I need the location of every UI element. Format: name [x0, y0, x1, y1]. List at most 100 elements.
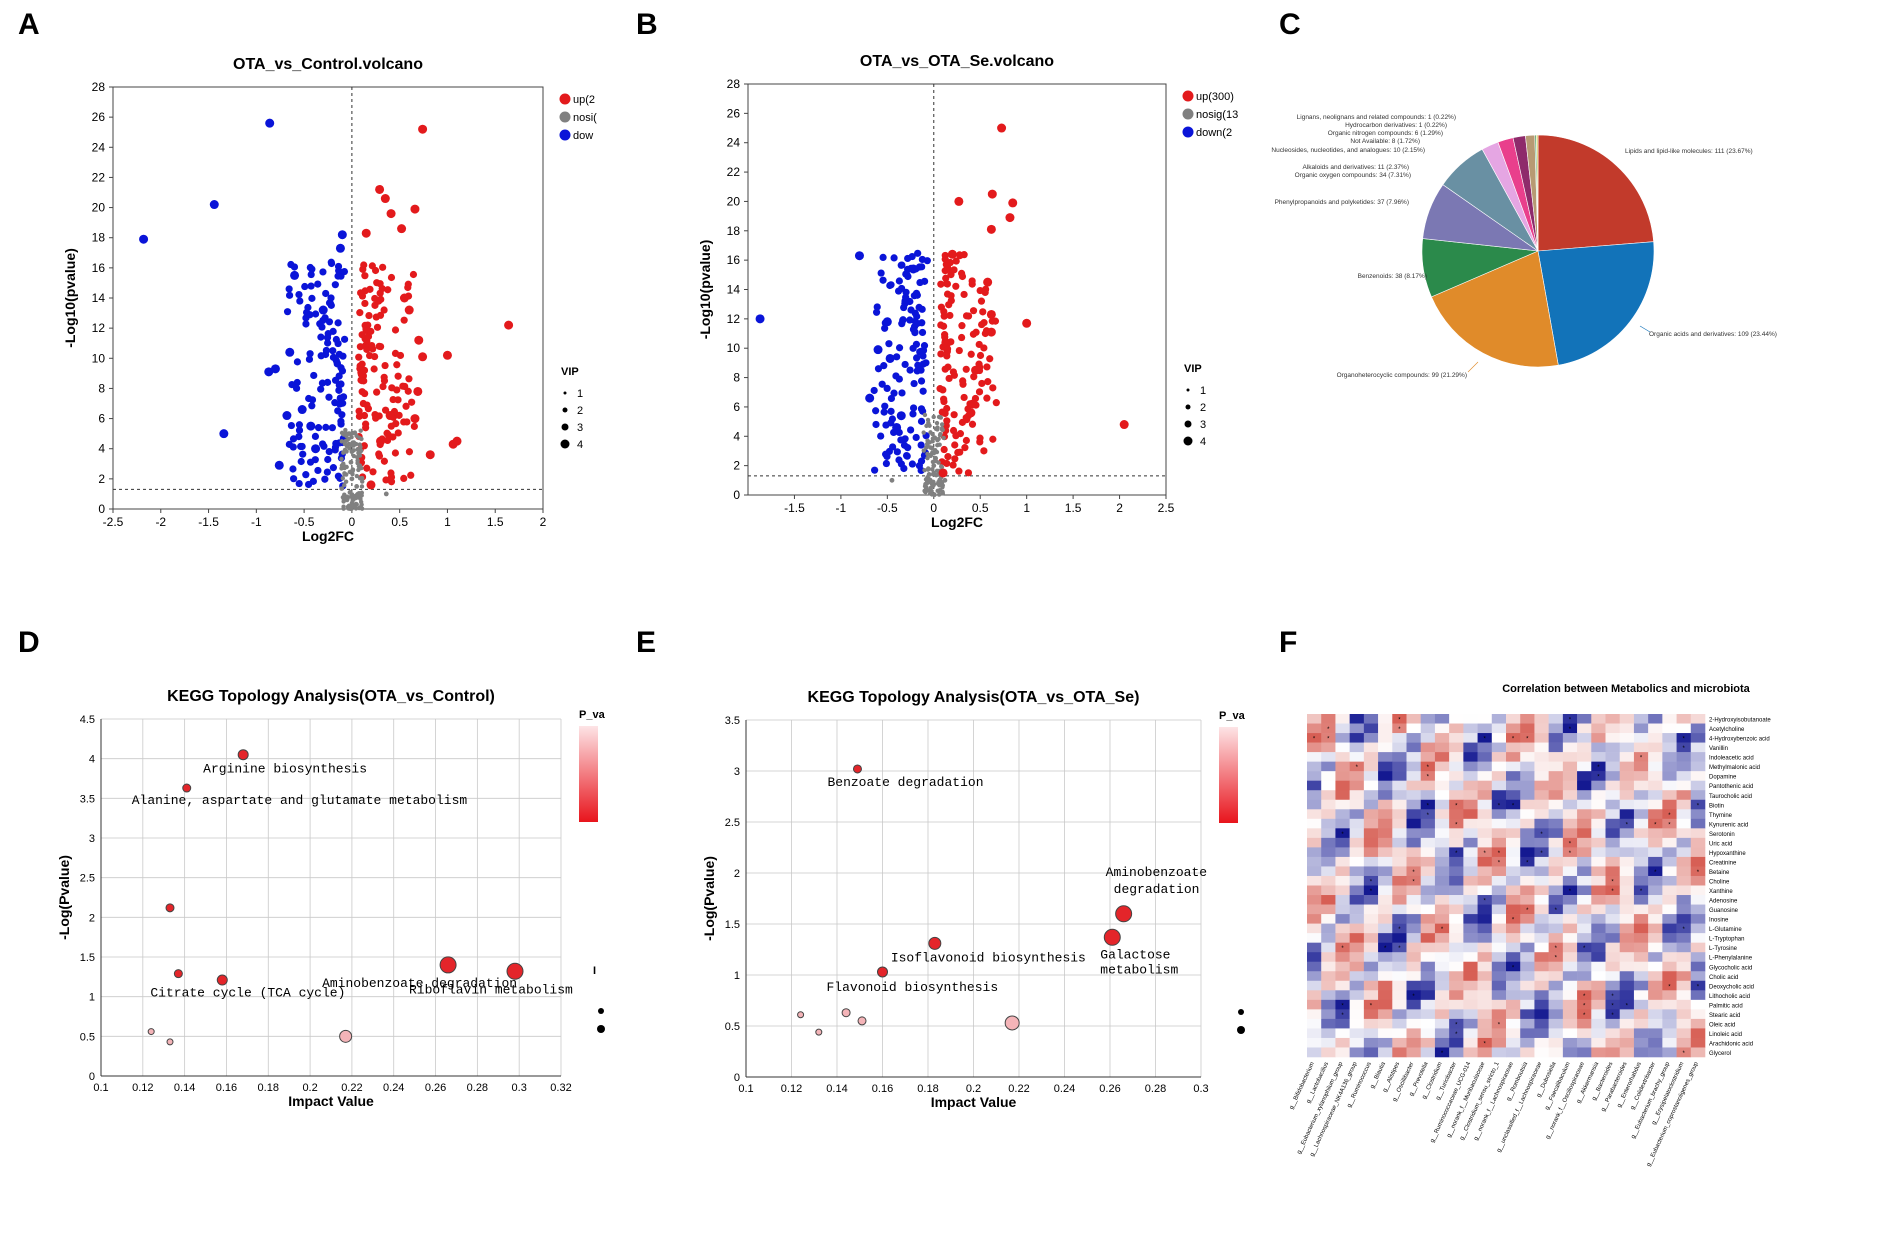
heatmap-cell	[1506, 875, 1521, 886]
heatmap-cell	[1392, 761, 1407, 772]
heatmap-cell	[1506, 761, 1521, 772]
nosig-point	[922, 467, 927, 473]
heatmap-cell	[1648, 914, 1663, 924]
heatmap-cell	[1562, 875, 1578, 886]
heatmap-cell	[1321, 942, 1336, 953]
down-point	[285, 347, 295, 357]
heatmap-cell	[1605, 875, 1621, 886]
down-point	[917, 441, 925, 449]
panel-label-a: A	[18, 8, 40, 41]
heatmap-cell	[1648, 828, 1663, 839]
heatmap-cell	[1676, 952, 1692, 963]
heatmap-cell	[1392, 733, 1407, 743]
nosig-point	[341, 497, 347, 502]
pie-label: Lipids and lipid-like molecules: 111 (23…	[1625, 148, 1753, 155]
row-label: Lithocholic acid	[1709, 994, 1750, 1000]
nosig-point	[930, 432, 935, 437]
up-point	[387, 273, 396, 282]
heatmap-cell	[1520, 761, 1535, 772]
heatmap-cell	[1491, 980, 1507, 991]
heatmap-cell	[1307, 714, 1322, 724]
heatmap-cell	[1406, 733, 1422, 743]
nosig-point	[942, 477, 948, 483]
heatmap-cell	[1676, 885, 1692, 896]
heatmap-cell	[1406, 1037, 1422, 1048]
heatmap-cell	[1506, 999, 1521, 1010]
heatmap-cell	[1548, 1009, 1564, 1020]
up-point	[969, 307, 978, 315]
heatmap-cell	[1548, 1028, 1564, 1039]
down-point	[298, 442, 306, 451]
down-point	[880, 408, 888, 416]
heatmap-cell	[1392, 771, 1407, 781]
down-point	[912, 340, 921, 348]
heatmap-cell	[1406, 1028, 1422, 1039]
x-tick-label: 1	[444, 515, 451, 529]
heatmap-cell	[1506, 1037, 1521, 1048]
y-tick-label: 2	[734, 868, 740, 880]
heatmap-cell	[1633, 914, 1649, 924]
heatmap-cell	[1349, 809, 1365, 820]
heatmap-cell	[1477, 752, 1493, 762]
up-point	[504, 320, 514, 330]
heatmap-cell	[1392, 895, 1407, 905]
up-point	[407, 471, 415, 479]
heatmap-cell	[1392, 961, 1407, 972]
heatmap-cell	[1321, 790, 1336, 801]
up-point	[375, 297, 383, 305]
heatmap-cell	[1378, 1009, 1393, 1020]
heatmap-cell	[1690, 828, 1706, 839]
x-tick-label: -2.5	[103, 515, 124, 529]
heatmap-cell	[1434, 875, 1450, 886]
heatmap-cell	[1463, 875, 1478, 886]
heatmap-cell	[1349, 771, 1365, 781]
up-point	[399, 293, 409, 303]
up-point	[404, 280, 412, 288]
heatmap-cell	[1619, 733, 1635, 743]
heatmap-cell	[1349, 885, 1365, 896]
pie-slice	[1537, 134, 1654, 252]
nosig-point	[931, 470, 936, 475]
down-point	[340, 335, 349, 343]
significance-mark: *	[1427, 775, 1430, 781]
size-legend-marker	[1238, 1009, 1244, 1015]
heatmap-cell	[1477, 999, 1493, 1010]
heatmap-cell	[1406, 942, 1422, 953]
heatmap-cell	[1506, 980, 1521, 991]
pathway-bubble	[1115, 905, 1133, 923]
down-point	[877, 269, 885, 277]
heatmap-cell	[1591, 961, 1606, 972]
heatmap-cell	[1534, 790, 1549, 801]
up-point	[950, 266, 958, 274]
heatmap-cell	[1420, 952, 1436, 963]
heatmap-cell	[1648, 952, 1663, 963]
significance-mark: *	[1455, 1022, 1458, 1028]
up-point	[951, 441, 959, 449]
heatmap-cell	[1520, 799, 1535, 810]
up-point	[369, 468, 377, 476]
up-point	[960, 251, 968, 259]
up-point	[968, 399, 978, 409]
down-point	[901, 296, 911, 306]
heatmap-cell	[1676, 828, 1692, 839]
heatmap-cell	[1434, 856, 1450, 867]
heatmap-cell	[1676, 723, 1692, 734]
up-point	[941, 339, 949, 347]
heatmap-cell	[1420, 799, 1436, 810]
heatmap-cell	[1548, 809, 1564, 820]
heatmap-cell	[1449, 952, 1464, 963]
down-point	[329, 464, 337, 472]
x-tick-label: 2.5	[1158, 501, 1175, 515]
down-point	[865, 393, 875, 403]
heatmap-cell	[1534, 856, 1549, 867]
heatmap-cell	[1335, 723, 1350, 734]
heatmap-cell	[1577, 999, 1592, 1010]
up-point	[992, 399, 1000, 407]
heatmap-cell	[1534, 895, 1549, 905]
heatmap-cell	[1605, 818, 1621, 829]
significance-mark: *	[1455, 1032, 1458, 1038]
heatmap-cell	[1434, 1047, 1450, 1058]
heatmap-cell	[1648, 904, 1663, 915]
heatmap-cell	[1633, 1009, 1649, 1020]
heatmap-cell	[1449, 742, 1464, 753]
